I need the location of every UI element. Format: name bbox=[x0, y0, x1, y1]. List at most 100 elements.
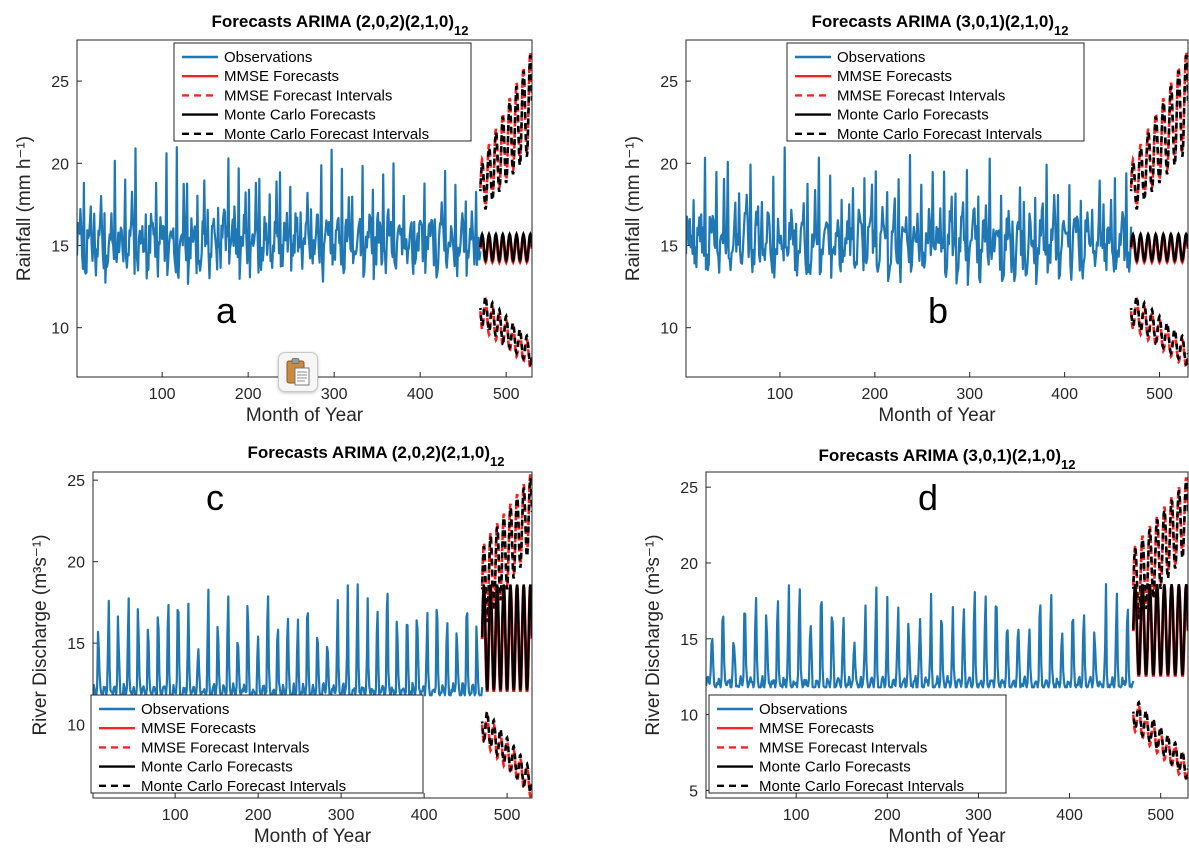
chart-title-subscript: 12 bbox=[1054, 23, 1068, 38]
axes-box bbox=[705, 471, 1189, 799]
x-axis-label: Month of Year bbox=[254, 826, 372, 847]
x-tick-label: 200 bbox=[245, 807, 272, 824]
y-tick-label: 20 bbox=[51, 156, 69, 173]
legend-label: Monte Carlo Forecasts bbox=[837, 107, 989, 124]
legend-label: Observations bbox=[141, 701, 229, 718]
series-mmse-interval-upper-line bbox=[479, 51, 532, 207]
x-tick-label: 100 bbox=[783, 807, 810, 824]
panel-d: Forecasts ARIMA (3,0,1)(2,1,0)12 100 200 30… bbox=[643, 446, 1189, 847]
series-mmse-interval-upper-line bbox=[1129, 51, 1188, 207]
chart-title-subscript: 12 bbox=[454, 23, 468, 38]
panel-letter: c bbox=[206, 477, 224, 518]
legend-label: MMSE Forecasts bbox=[224, 68, 339, 85]
legend: Observations MMSE Forecasts MMSE Forecast … bbox=[708, 694, 1007, 795]
series-mc-forecast-line bbox=[1129, 231, 1188, 264]
x-tick-label: 500 bbox=[1146, 386, 1173, 403]
legend-label: MMSE Forecast Intervals bbox=[141, 739, 309, 756]
chart-title-text: Forecasts ARIMA (3,0,1)(2,1,0) bbox=[812, 12, 1054, 31]
y-tick-label: 25 bbox=[660, 74, 678, 91]
series-mmse-interval-lower-line bbox=[480, 711, 532, 798]
series-mc-forecast-line bbox=[479, 230, 532, 264]
legend-label: Observations bbox=[224, 49, 312, 66]
series-mc-interval-lower-line bbox=[479, 292, 532, 367]
plot-area bbox=[706, 477, 1188, 784]
legend-label: Monte Carlo Forecasts bbox=[141, 759, 293, 776]
legend-label: Observations bbox=[837, 49, 925, 66]
panel-a: Forecasts ARIMA (2,0,2)(2,1,0)12 100 200 30… bbox=[14, 12, 533, 426]
chart-title: Forecasts ARIMA (2,0,2)(2,1,0)12 bbox=[248, 443, 505, 469]
chart-title-subscript: 12 bbox=[490, 454, 504, 469]
panel-letter: d bbox=[918, 477, 938, 518]
x-tick-label: 500 bbox=[493, 386, 520, 403]
axes-box bbox=[92, 471, 533, 799]
plot-area bbox=[686, 51, 1188, 370]
chart-title-subscript: 12 bbox=[1061, 457, 1075, 472]
series-observations-line bbox=[706, 582, 1135, 689]
plot-area bbox=[93, 474, 532, 798]
y-tick-label: 5 bbox=[689, 783, 698, 800]
series-mc-interval-lower-line bbox=[480, 708, 532, 796]
chart-title-text: Forecasts ARIMA (2,0,2)(2,1,0) bbox=[212, 12, 454, 31]
series-mc-interval-lower-line bbox=[1132, 699, 1188, 781]
series-mc-interval-upper-line bbox=[479, 55, 532, 210]
legend-label: MMSE Forecasts bbox=[141, 720, 256, 737]
panel-letter: b bbox=[928, 290, 948, 331]
y-axis-label: River Discharge (m³s⁻¹) bbox=[30, 534, 51, 735]
series-mc-interval-upper-line bbox=[1129, 55, 1188, 210]
x-tick-label: 300 bbox=[321, 386, 348, 403]
chart-title: Forecasts ARIMA (3,0,1)(2,1,0)12 bbox=[812, 12, 1069, 38]
series-observations-line bbox=[93, 583, 484, 697]
x-tick-label: 400 bbox=[1056, 807, 1083, 824]
y-tick-label: 25 bbox=[680, 480, 698, 497]
legend-label: Monte Carlo Forecast Intervals bbox=[224, 126, 429, 143]
x-tick-label: 100 bbox=[149, 386, 176, 403]
y-tick-label: 25 bbox=[67, 473, 85, 490]
chart-title-text: Forecasts ARIMA (3,0,1)(2,1,0) bbox=[819, 446, 1061, 465]
series-observations-line bbox=[686, 146, 1133, 286]
legend-label: Monte Carlo Forecast Intervals bbox=[759, 778, 964, 795]
legend-label: MMSE Forecast Intervals bbox=[837, 87, 1005, 104]
legend-label: Monte Carlo Forecasts bbox=[759, 759, 911, 776]
plot-area bbox=[77, 51, 532, 371]
legend: Observations MMSE Forecasts MMSE Forecast … bbox=[173, 42, 472, 143]
x-tick-label: 200 bbox=[235, 386, 262, 403]
legend-box bbox=[708, 694, 1007, 794]
y-axis-label: Rainfall (mm h⁻¹) bbox=[14, 136, 35, 281]
y-tick-label: 10 bbox=[67, 718, 85, 735]
x-axis-label: Month of Year bbox=[246, 405, 364, 426]
y-axis-label: River Discharge (m³s⁻¹) bbox=[643, 534, 664, 735]
y-tick-label: 15 bbox=[680, 632, 698, 649]
legend-label: Observations bbox=[759, 701, 847, 718]
x-tick-label: 400 bbox=[411, 807, 438, 824]
legend: Observations MMSE Forecasts MMSE Forecast … bbox=[786, 42, 1085, 143]
y-tick-label: 10 bbox=[51, 321, 69, 338]
panel-c: Forecasts ARIMA (2,0,2)(2,1,0)12 100 200 30… bbox=[30, 443, 533, 847]
legend-label: Monte Carlo Forecasts bbox=[224, 107, 376, 124]
x-tick-label: 400 bbox=[1051, 386, 1078, 403]
clipboard-paste-icon[interactable] bbox=[278, 352, 318, 392]
series-observations-line bbox=[77, 146, 482, 285]
legend-label: MMSE Forecasts bbox=[759, 720, 874, 737]
chart-title: Forecasts ARIMA (3,0,1)(2,1,0)12 bbox=[819, 446, 1076, 472]
x-tick-label: 300 bbox=[965, 807, 992, 824]
y-tick-label: 10 bbox=[680, 708, 698, 725]
y-tick-label: 25 bbox=[51, 74, 69, 91]
legend-label: Monte Carlo Forecast Intervals bbox=[837, 126, 1042, 143]
x-tick-label: 500 bbox=[1147, 807, 1174, 824]
legend-box bbox=[90, 694, 424, 794]
y-tick-label: 20 bbox=[67, 555, 85, 572]
x-tick-label: 200 bbox=[874, 807, 901, 824]
x-tick-label: 300 bbox=[956, 386, 983, 403]
y-tick-label: 15 bbox=[51, 238, 69, 255]
panel-b: Forecasts ARIMA (3,0,1)(2,1,0)12 100 200 30… bbox=[623, 12, 1189, 426]
legend-label: MMSE Forecast Intervals bbox=[224, 87, 392, 104]
series-mc-forecast-line bbox=[481, 584, 532, 691]
x-tick-label: 300 bbox=[328, 807, 355, 824]
chart-title: Forecasts ARIMA (2,0,2)(2,1,0)12 bbox=[212, 12, 469, 38]
x-tick-label: 200 bbox=[861, 386, 888, 403]
legend-label: MMSE Forecast Intervals bbox=[759, 739, 927, 756]
series-mc-interval-upper-line bbox=[1132, 480, 1188, 620]
legend-label: MMSE Forecasts bbox=[837, 68, 952, 85]
legend-label: Monte Carlo Forecast Intervals bbox=[141, 778, 346, 795]
